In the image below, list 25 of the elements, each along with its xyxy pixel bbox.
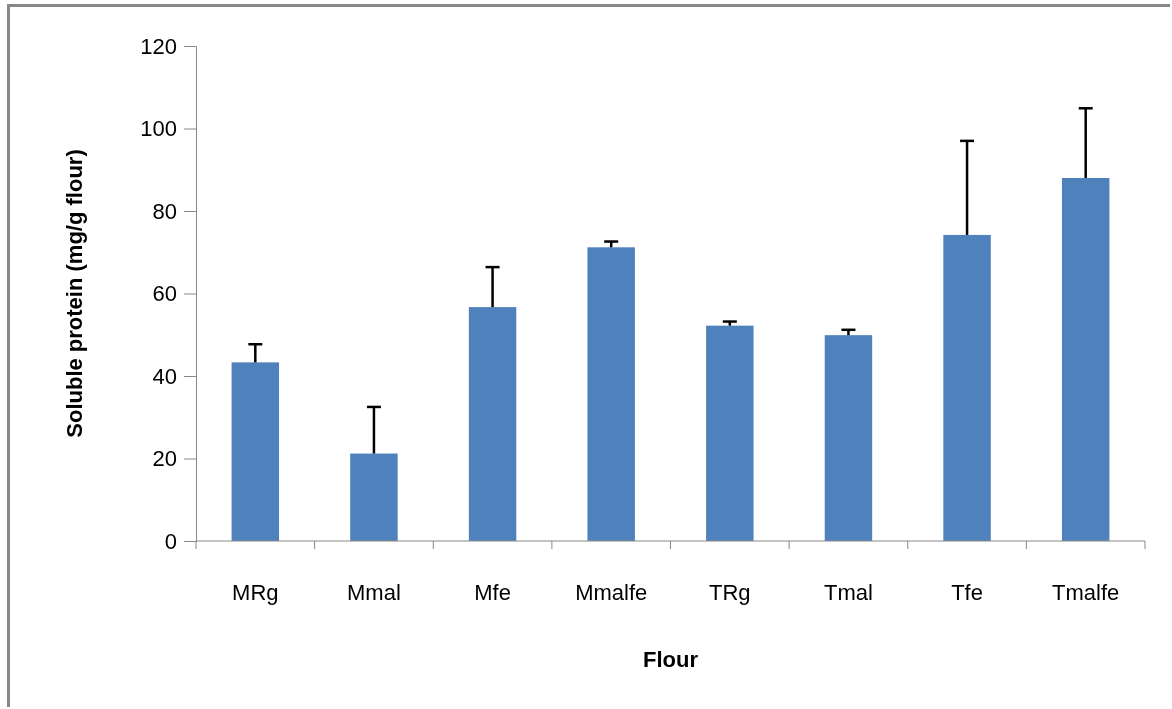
- y-tick-label: 20: [152, 446, 177, 472]
- bar: [943, 234, 991, 541]
- x-tick-label: Mfe: [474, 580, 511, 605]
- bar: [587, 247, 635, 541]
- x-tick-label: Mmal: [347, 580, 401, 605]
- bar: [231, 362, 280, 541]
- bar: [706, 325, 754, 541]
- y-tick-label: 100: [140, 116, 177, 142]
- bar: [824, 335, 873, 541]
- bar: [350, 453, 398, 541]
- x-tick-label: Mmalfe: [575, 580, 648, 605]
- y-tick-label: 40: [152, 363, 177, 389]
- x-tick-label: TRg: [709, 580, 751, 605]
- y-tick-label: 80: [152, 198, 177, 224]
- x-tick-label: Tmal: [823, 580, 873, 605]
- bar: [468, 307, 517, 541]
- y-tick-label: 120: [140, 33, 177, 59]
- y-tick-label: 0: [164, 528, 177, 554]
- x-tick-label: Tfe: [951, 580, 983, 605]
- y-axis-title: Soluble protein (mg/g flour): [62, 149, 87, 438]
- x-axis-title: Flour: [643, 647, 699, 672]
- x-tick-label: Tmalfe: [1052, 580, 1120, 605]
- y-tick-label: 60: [152, 281, 177, 307]
- bar: [1061, 178, 1110, 541]
- x-tick-label: MRg: [232, 580, 279, 605]
